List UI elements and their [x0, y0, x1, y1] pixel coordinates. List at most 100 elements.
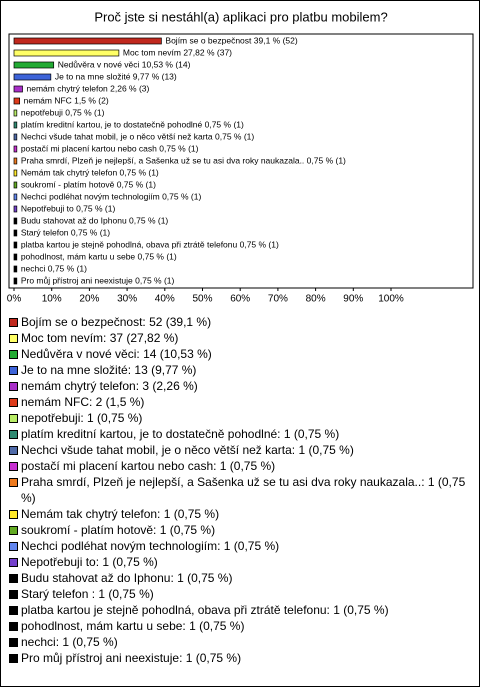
legend-label: Nechci všude tahat mobil, je o něco větš… [21, 443, 354, 457]
data-label: postačí mi placení kartou nebo cash 0,75… [21, 143, 199, 153]
x-tick-label: 10% [42, 294, 62, 305]
data-label: pohodlnost, mám kartu u sebe 0,75 % (1) [21, 251, 177, 261]
bar [13, 253, 18, 261]
bar [13, 157, 18, 165]
x-tick-label: 40% [155, 294, 175, 305]
legend-item: Praha smrdí, Plzeň je nejlepší, a Sašenk… [9, 474, 471, 506]
bar [13, 121, 18, 129]
legend-label: platím kreditní kartou, je to dostatečně… [21, 427, 340, 441]
data-label: Je to na mne složité 9,77 % (13) [55, 71, 177, 81]
bar [13, 277, 18, 285]
legend-swatch [9, 382, 18, 391]
x-tick-label: 70% [268, 294, 288, 305]
legend-label: Praha smrdí, Plzeň je nejlepší, a Sašenk… [21, 475, 466, 505]
legend-swatch [9, 622, 18, 631]
legend-swatch [9, 478, 18, 487]
legend-item: pohodlnost, mám kartu u sebe: 1 (0,75 %) [9, 618, 471, 634]
legend-label: Budu stahovat až do Iphonu: 1 (0,75 %) [21, 571, 233, 585]
data-label: Nemám tak chytrý telefon 0,75 % (1) [21, 167, 159, 177]
bar [13, 217, 18, 225]
legend-label: nemám chytrý telefon: 3 (2,26 %) [21, 379, 198, 393]
legend-item: soukromí - platím hotově: 1 (0,75 %) [9, 522, 471, 538]
legend-swatch [9, 350, 18, 359]
bar [13, 73, 52, 81]
bar [13, 85, 23, 93]
data-label: Nepotřebuji to 0,75 % (1) [21, 203, 116, 213]
legend-swatch [9, 558, 18, 567]
legend-swatch [9, 574, 18, 583]
legend-label: nepotřebuji: 1 (0,75 %) [21, 411, 143, 425]
bar [13, 145, 18, 153]
legend-item: platím kreditní kartou, je to dostatečně… [9, 426, 471, 442]
legend-item: nemám NFC: 2 (1,5 %) [9, 394, 471, 410]
legend-item: nemám chytrý telefon: 3 (2,26 %) [9, 378, 471, 394]
x-tick-label: 30% [117, 294, 137, 305]
legend-swatch [9, 398, 18, 407]
bar [13, 241, 18, 249]
data-label: nechci 0,75 % (1) [21, 263, 87, 273]
legend-swatch [9, 638, 18, 647]
legend-item: Pro můj přístroj ani neexistuje: 1 (0,75… [9, 650, 471, 666]
legend-label: pohodlnost, mám kartu u sebe: 1 (0,75 %) [21, 619, 245, 633]
legend-item: Moc tom nevím: 37 (27,82 %) [9, 330, 471, 346]
legend-item: Bojím se o bezpečnost: 52 (39,1 %) [9, 314, 471, 330]
legend-item: Je to na mne složité: 13 (9,77 %) [9, 362, 471, 378]
legend-item: nepotřebuji: 1 (0,75 %) [9, 410, 471, 426]
legend-swatch [9, 366, 18, 375]
legend-swatch [9, 414, 18, 423]
legend-item: Nechci podléhat novým technologiím: 1 (0… [9, 538, 471, 554]
bar [13, 205, 18, 213]
legend-item: Nemám tak chytrý telefon: 1 (0,75 %) [9, 506, 471, 522]
legend-swatch [9, 606, 18, 615]
bar [13, 97, 21, 105]
legend-label: Starý telefon : 1 (0,75 %) [21, 587, 154, 601]
legend-swatch [9, 318, 18, 327]
plot-frame [8, 33, 474, 289]
legend-item: Starý telefon : 1 (0,75 %) [9, 586, 471, 602]
data-label: Nechci všude tahat mobil, je o něco větš… [21, 131, 255, 141]
legend-label: Moc tom nevím: 37 (27,82 %) [21, 331, 179, 345]
data-label: Praha smrdí, Plzeň je nejlepší, a Sašenk… [21, 155, 346, 165]
x-tick-label: 0% [7, 294, 22, 305]
bar [13, 265, 18, 273]
bar [13, 229, 18, 237]
chart: Proč jste si nestáhl(a) aplikaci pro pla… [7, 9, 474, 305]
legend-label: Je to na mne složité: 13 (9,77 %) [21, 363, 197, 377]
legend-swatch [9, 334, 18, 343]
legend-swatch [9, 462, 18, 471]
legend-label: Nemám tak chytrý telefon: 1 (0,75 %) [21, 507, 220, 521]
legend-swatch [9, 654, 18, 663]
data-label: Nechci podléhat novým technologiím 0,75 … [21, 191, 202, 201]
data-label: nemám NFC 1,5 % (2) [24, 95, 109, 105]
x-tick-label: 90% [343, 294, 363, 305]
data-label: Pro můj přístroj ani neexistuje 0,75 % (… [21, 275, 175, 285]
legend-swatch [9, 526, 18, 535]
legend-label: Bojím se o bezpečnost: 52 (39,1 %) [21, 315, 212, 329]
data-label: Budu stahovat až do Iphonu 0,75 % (1) [21, 215, 169, 225]
legend-item: nechci: 1 (0,75 %) [9, 634, 471, 650]
bar [13, 169, 18, 177]
data-label: Bojím se o bezpečnost 39,1 % (52) [165, 35, 297, 45]
legend-label: postačí mi placení kartou nebo cash: 1 (… [21, 459, 276, 473]
bar [13, 109, 18, 117]
x-tick-label: 50% [192, 294, 212, 305]
bar [13, 37, 162, 45]
legend-item: platba kartou je stejně pohodlná, obava … [9, 602, 471, 618]
legend-swatch [9, 510, 18, 519]
legend-label: Pro můj přístroj ani neexistuje: 1 (0,75… [21, 651, 242, 665]
data-label: platba kartou je stejně pohodlná, obava … [21, 239, 279, 249]
legend-label: Nedůvěra v nové věci: 14 (10,53 %) [21, 347, 212, 361]
data-label: nemám chytrý telefon 2,26 % (3) [27, 83, 150, 93]
data-label: soukromí - platím hotově 0,75 % (1) [21, 179, 156, 189]
data-label: platím kreditní kartou, je to dostatečně… [21, 119, 244, 129]
legend-item: Nedůvěra v nové věci: 14 (10,53 %) [9, 346, 471, 362]
bar [13, 193, 18, 201]
chart-title: Proč jste si nestáhl(a) aplikaci pro pla… [94, 9, 387, 24]
legend-swatch [9, 542, 18, 551]
bar [13, 49, 120, 57]
legend-label: Nepotřebuji to: 1 (0,75 %) [21, 555, 158, 569]
x-tick-label: 60% [230, 294, 250, 305]
bar [13, 181, 18, 189]
legend-label: platba kartou je stejně pohodlná, obava … [21, 603, 389, 617]
